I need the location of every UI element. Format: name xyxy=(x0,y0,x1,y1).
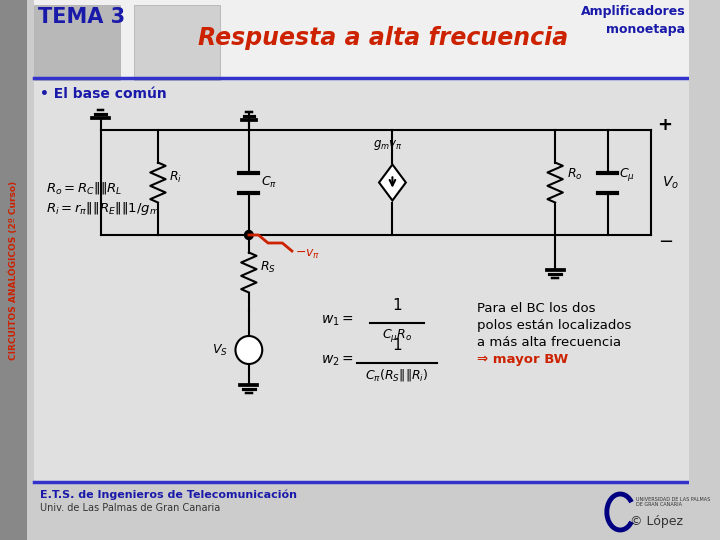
Text: Para el BC los dos: Para el BC los dos xyxy=(477,302,595,315)
Bar xyxy=(34,482,689,540)
Text: $g_m v_{\pi}$: $g_m v_{\pi}$ xyxy=(373,138,402,152)
Text: $-$: $-$ xyxy=(657,231,672,249)
Text: $R_o=R_C\|\|R_L$: $R_o=R_C\|\|R_L$ xyxy=(46,180,122,196)
Bar xyxy=(34,5,120,80)
Text: TEMA 3: TEMA 3 xyxy=(38,7,125,27)
Text: E.T.S. de Ingenieros de Telecomunicación: E.T.S. de Ingenieros de Telecomunicación xyxy=(40,490,297,501)
Text: $w_2 =$: $w_2 =$ xyxy=(321,354,354,368)
Text: 1: 1 xyxy=(392,298,402,313)
Text: ⇒ mayor BW: ⇒ mayor BW xyxy=(477,353,568,366)
Text: $R_i=r_{\pi}\|\|R_E\|\|1/g_m$: $R_i=r_{\pi}\|\|R_E\|\|1/g_m$ xyxy=(46,200,159,217)
Text: Respuesta a alta frecuencia: Respuesta a alta frecuencia xyxy=(198,26,568,50)
Bar xyxy=(34,0,689,78)
Text: $R_i$: $R_i$ xyxy=(169,170,182,185)
Text: $-v_{\pi}$: $-v_{\pi}$ xyxy=(294,247,320,261)
Text: a más alta frecuencia: a más alta frecuencia xyxy=(477,336,621,349)
Text: $w_1 =$: $w_1 =$ xyxy=(321,314,354,328)
Text: $R_S$: $R_S$ xyxy=(261,260,276,275)
Text: UNIVERSIDAD DE LAS PALMAS
DE GRAN CANARIA: UNIVERSIDAD DE LAS PALMAS DE GRAN CANARI… xyxy=(636,497,710,508)
Circle shape xyxy=(235,336,262,364)
Text: +: + xyxy=(657,116,672,134)
Text: polos están localizados: polos están localizados xyxy=(477,319,631,332)
Text: $V_S$: $V_S$ xyxy=(212,342,228,357)
Text: Univ. de Las Palmas de Gran Canaria: Univ. de Las Palmas de Gran Canaria xyxy=(40,503,220,513)
Bar xyxy=(134,5,220,80)
Text: 1: 1 xyxy=(392,338,402,353)
Text: $R_o$: $R_o$ xyxy=(567,167,582,182)
Text: Amplificadores
monoetapa: Amplificadores monoetapa xyxy=(581,5,685,36)
Text: $C_{\pi}(R_S\|\|R_i)$: $C_{\pi}(R_S\|\|R_i)$ xyxy=(366,367,429,383)
Text: © López: © López xyxy=(631,515,683,528)
Text: $C_{\mu}R_o$: $C_{\mu}R_o$ xyxy=(382,327,413,344)
Text: $C_{\mu}$: $C_{\mu}$ xyxy=(619,166,635,183)
Bar xyxy=(34,78,689,482)
Text: CIRCUITOS ANALÓGICOS (2º Curso): CIRCUITOS ANALÓGICOS (2º Curso) xyxy=(9,180,18,360)
Bar xyxy=(0,0,27,540)
Text: $C_{\pi}$: $C_{\pi}$ xyxy=(261,175,277,190)
Text: $V_o$: $V_o$ xyxy=(662,174,680,191)
Circle shape xyxy=(245,231,253,240)
Polygon shape xyxy=(379,165,406,200)
Text: • El base común: • El base común xyxy=(40,87,167,101)
